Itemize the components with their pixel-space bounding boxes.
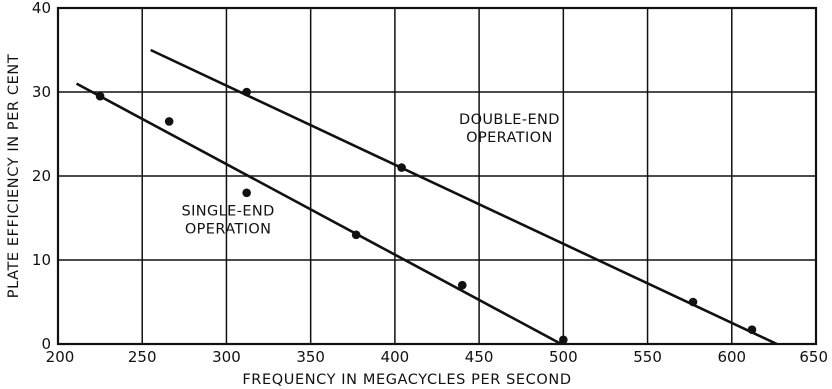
data-point-series-1-3 (242, 188, 251, 198)
x-tick-label: 400 (381, 348, 410, 366)
x-tick-label: 450 (465, 348, 494, 366)
data-point-series-2-4 (747, 325, 757, 335)
x-tick-label: 300 (212, 348, 241, 366)
x-tick-labels: 200 250 300 350 400 450 500 550 600 650 (46, 348, 828, 366)
y-tick-label: 0 (41, 335, 51, 353)
y-tick-labels: 0 10 20 30 40 (32, 0, 51, 353)
data-point-series-1-1 (95, 91, 105, 101)
data-points (95, 87, 757, 345)
annotation-label: OPERATION (185, 221, 272, 237)
x-tick-label: 350 (296, 348, 325, 366)
annotation-label: OPERATION (466, 130, 553, 146)
x-axis-label: FREQUENCY IN MEGACYCLES PER SECOND (242, 372, 571, 388)
y-tick-label: 10 (32, 251, 51, 269)
grid (58, 8, 816, 344)
x-tick-label: 200 (46, 348, 75, 366)
data-point-series-2-1 (242, 87, 251, 97)
y-axis-label: PLATE EFFICIENCY IN PER CENT (6, 54, 22, 299)
fit-line-series-2 (150, 48, 780, 344)
data-point-series-2-3 (688, 297, 698, 307)
x-tick-label: 550 (633, 348, 662, 366)
data-point-series-2-2 (397, 163, 406, 172)
data-point-series-1-5 (457, 280, 467, 290)
y-tick-label: 20 (32, 167, 51, 185)
annotation-label: SINGLE-END (182, 203, 275, 219)
annotation-label: DOUBLE-END (459, 112, 560, 128)
annotations: DOUBLE-END OPERATION SINGLE-END OPERATION (182, 112, 560, 238)
fit-line-series-1 (75, 82, 564, 344)
x-tick-label: 600 (717, 348, 746, 366)
x-tick-label: 500 (549, 348, 578, 366)
y-tick-label: 30 (32, 83, 51, 101)
x-tick-label: 650 (799, 348, 828, 366)
x-tick-label: 250 (128, 348, 157, 366)
fit-lines (75, 48, 780, 344)
plot-frame (56, 6, 818, 346)
y-tick-label: 40 (32, 0, 51, 17)
data-point-series-1-2 (164, 117, 174, 126)
data-point-series-1-6 (559, 335, 568, 345)
data-point-series-1-4 (351, 230, 361, 240)
